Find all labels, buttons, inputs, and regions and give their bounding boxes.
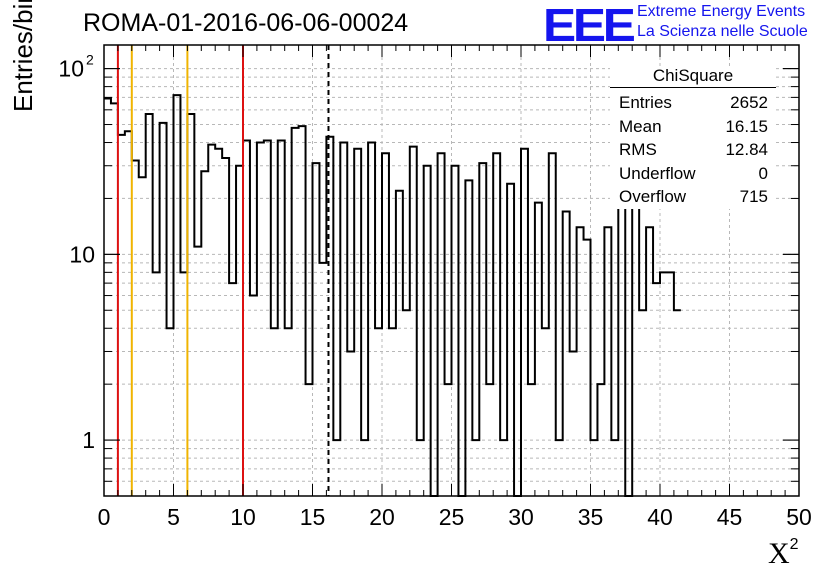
logo-subtitle-2: La Scienza nelle Scuole bbox=[637, 23, 808, 40]
stats-label: Mean bbox=[619, 116, 662, 136]
x-axis-label-exponent: 2 bbox=[789, 536, 799, 553]
x-axis-label-base: X bbox=[768, 537, 790, 570]
x-tick-label: 25 bbox=[439, 504, 465, 530]
y-axis-label: Entries/bin bbox=[8, 0, 38, 112]
stats-label: Underflow bbox=[619, 163, 696, 183]
stats-row-underflow: Underflow 0 bbox=[610, 162, 776, 186]
x-tick-label: 35 bbox=[578, 504, 604, 530]
x-tick-label: 5 bbox=[167, 504, 180, 530]
eee-logo: EEE bbox=[543, 0, 636, 51]
stats-box: ChiSquare Entries 2652 Mean 16.15 RMS 12.84… bbox=[610, 66, 776, 209]
histogram-series bbox=[104, 94, 681, 497]
stats-value: 0 bbox=[758, 163, 768, 183]
stats-row-rms: RMS 12.84 bbox=[610, 138, 776, 162]
stats-value: 16.15 bbox=[725, 116, 768, 136]
stats-value: 2652 bbox=[730, 93, 768, 112]
stats-row-overflow: Overflow 715 bbox=[610, 185, 776, 209]
stats-label: Entries bbox=[619, 93, 672, 112]
x-tick-label: 20 bbox=[369, 504, 395, 530]
stats-row-entries: Entries 2652 bbox=[610, 91, 776, 115]
y-axis-label-box: Entries/bin bbox=[8, 0, 38, 140]
y-tick-label: 10 bbox=[69, 241, 95, 267]
run-title: ROMA-01-2016-06-06-00024 bbox=[83, 9, 409, 37]
stats-label: RMS bbox=[619, 140, 657, 159]
y-tick-label-exponent: 2 bbox=[86, 52, 94, 68]
x-tick-label: 30 bbox=[508, 504, 534, 530]
stats-title: ChiSquare bbox=[610, 66, 776, 88]
x-tick-label: 45 bbox=[717, 504, 743, 530]
stats-value: 12.84 bbox=[725, 140, 768, 159]
x-tick-label: 50 bbox=[786, 504, 812, 530]
stats-label: Overflow bbox=[619, 187, 687, 206]
stats-value: 715 bbox=[739, 187, 768, 206]
x-tick-label: 40 bbox=[647, 504, 673, 530]
y-tick-label: 10 bbox=[58, 56, 84, 82]
x-tick-label: 0 bbox=[98, 504, 111, 530]
stats-row-mean: Mean 16.15 bbox=[610, 115, 776, 139]
y-tick-label: 1 bbox=[82, 427, 95, 453]
logo-subtitle-1: Extreme Energy Events bbox=[637, 3, 806, 20]
x-tick-label: 10 bbox=[230, 504, 256, 530]
x-tick-label: 15 bbox=[300, 504, 326, 530]
x-axis-label: X2 bbox=[768, 536, 799, 571]
